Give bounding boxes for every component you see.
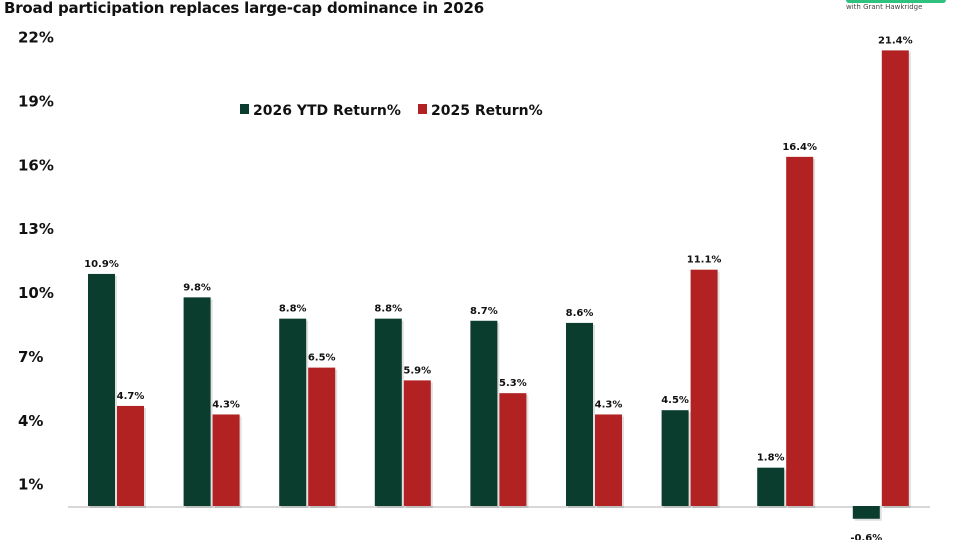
bar-2026 bbox=[183, 297, 211, 506]
y-tick-label: 4% bbox=[18, 412, 43, 430]
data-label: 1.8% bbox=[757, 453, 785, 464]
legend-swatch bbox=[240, 104, 249, 114]
bar-2026 bbox=[88, 273, 115, 506]
data-label: 16.4% bbox=[782, 142, 817, 153]
bar-2025 bbox=[212, 414, 240, 506]
data-label: 4.5% bbox=[661, 395, 689, 406]
data-label: 21.4% bbox=[878, 35, 913, 46]
y-tick-label: 22% bbox=[18, 29, 54, 47]
bar-2026 bbox=[852, 506, 880, 519]
bar-2025 bbox=[499, 393, 527, 506]
bar-2025 bbox=[595, 414, 622, 506]
legend-label: 2026 YTD Return% bbox=[253, 103, 401, 119]
data-label: -0.6% bbox=[850, 533, 882, 540]
chart-title: Broad participation replaces large-cap d… bbox=[4, 0, 484, 17]
bar-2026 bbox=[279, 318, 307, 506]
bar-2026 bbox=[566, 322, 593, 506]
bar-2026 bbox=[661, 410, 689, 506]
bar-2026 bbox=[470, 320, 498, 506]
bar-2025 bbox=[881, 50, 909, 506]
data-label: 5.3% bbox=[499, 378, 527, 389]
brand-logo: with Grant Hawkridge bbox=[842, 0, 952, 20]
data-label: 8.8% bbox=[279, 304, 307, 315]
logo-mark bbox=[846, 0, 946, 3]
data-label: 6.5% bbox=[308, 353, 336, 364]
data-label: 10.9% bbox=[84, 259, 119, 270]
data-label: 8.8% bbox=[374, 304, 402, 315]
bar-2025 bbox=[690, 269, 718, 506]
data-label: 5.9% bbox=[403, 365, 431, 376]
data-label: 9.8% bbox=[183, 282, 211, 293]
bar-2025 bbox=[117, 405, 144, 506]
bar-2026 bbox=[757, 467, 785, 506]
data-label: 4.7% bbox=[117, 391, 145, 402]
data-label: 11.1% bbox=[687, 255, 722, 266]
legend-swatch bbox=[418, 104, 427, 114]
data-label: 4.3% bbox=[595, 399, 623, 410]
logo-subtitle: with Grant Hawkridge bbox=[846, 3, 923, 11]
bar-2026 bbox=[374, 318, 402, 506]
bar-2025 bbox=[403, 380, 431, 506]
y-tick-label: 16% bbox=[18, 156, 54, 174]
bar-2025 bbox=[786, 156, 814, 506]
legend-label: 2025 Return% bbox=[431, 103, 543, 119]
bar-2025 bbox=[308, 367, 336, 506]
data-label: 4.3% bbox=[212, 399, 240, 410]
y-tick-label: 10% bbox=[18, 284, 54, 302]
data-label: 8.7% bbox=[470, 306, 498, 317]
y-tick-label: 13% bbox=[18, 220, 54, 238]
data-label: 8.6% bbox=[566, 308, 594, 319]
y-tick-label: 19% bbox=[18, 92, 54, 110]
y-tick-label: 1% bbox=[18, 476, 43, 494]
y-tick-label: 7% bbox=[18, 348, 43, 366]
